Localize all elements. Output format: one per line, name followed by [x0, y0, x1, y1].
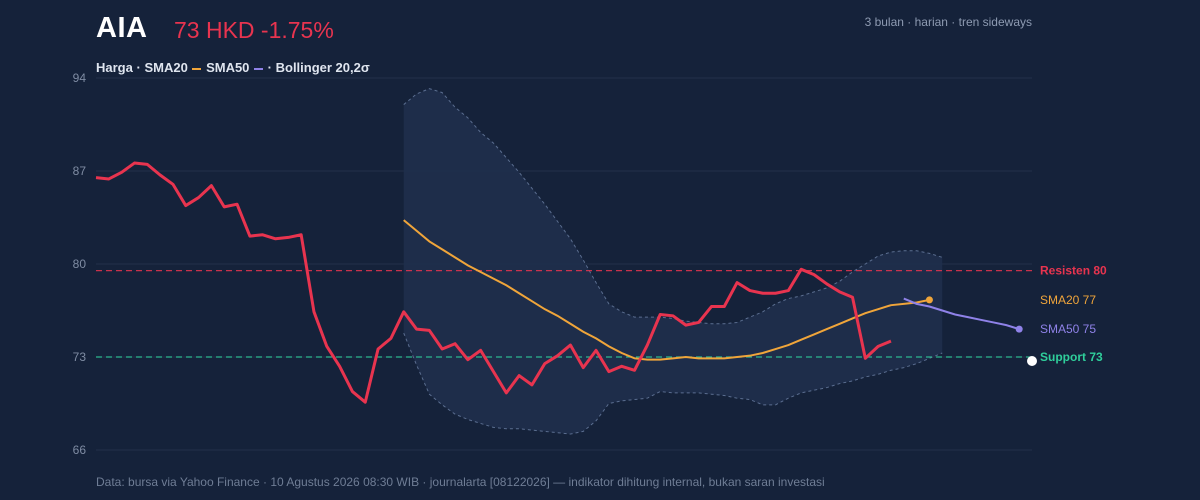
sma20-end-label: SMA20 77 [1040, 293, 1096, 307]
y-tick-label-80: 80 [73, 257, 87, 271]
legend-sma50-swatch [254, 67, 264, 70]
legend-sma20-label: SMA20 [144, 60, 188, 75]
sma20-end-dot [925, 296, 933, 304]
y-tick-label-73: 73 [73, 350, 87, 364]
legend-separator: · [136, 60, 141, 75]
bollinger-band [403, 88, 943, 435]
last-price-dot [1027, 355, 1037, 366]
chart-meta: 3 bulan · harian · tren sideways [864, 15, 1032, 29]
y-tick-label-87: 87 [73, 164, 87, 178]
price-change: 73 HKD -1.75% [174, 17, 334, 43]
footer-note: Data: bursa via Yahoo Finance · 10 Agust… [96, 475, 825, 489]
sma20-line [403, 219, 930, 361]
legend-sma50-label: SMA50 [206, 60, 250, 75]
legend-bollinger-label: · Bollinger 20,2σ [267, 60, 370, 75]
y-tick-label-94: 94 [73, 71, 87, 85]
legend-price-label: Harga [96, 60, 133, 75]
sma50-line [903, 297, 1020, 331]
legend: Harga · SMA20 SMA50 · Bollinger 20,2σ [96, 60, 370, 75]
bollinger-lower [403, 332, 943, 435]
y-tick-label-66: 66 [73, 443, 87, 457]
sma50-end-dot [1015, 325, 1023, 333]
support-label: Support 73 [1040, 350, 1103, 364]
price-line [95, 161, 892, 404]
ticker-symbol: AIA [96, 12, 148, 44]
resistance-label: Resisten 80 [1040, 264, 1107, 278]
bollinger-upper [403, 88, 943, 325]
legend-sma20-swatch [192, 67, 202, 70]
sma50-end-label: SMA50 75 [1040, 322, 1096, 336]
